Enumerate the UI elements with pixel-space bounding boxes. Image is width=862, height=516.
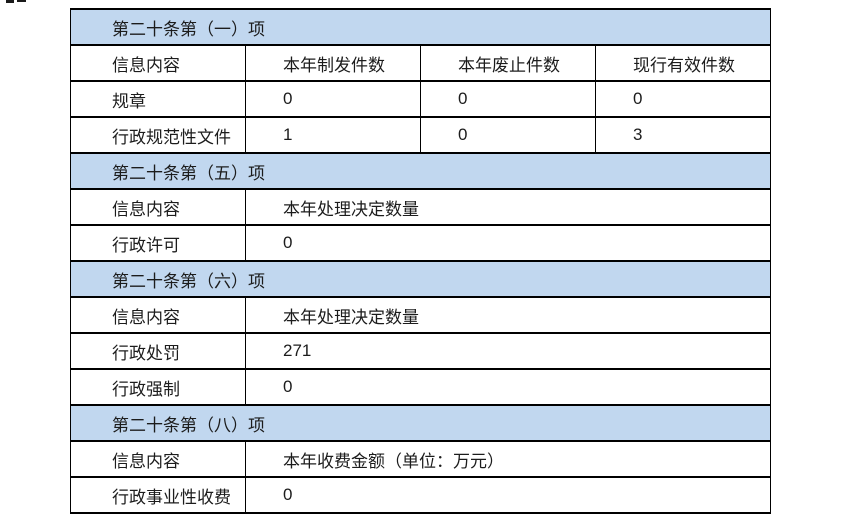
column-header-cell: 信息内容: [70, 440, 246, 478]
table-row: 行政规范性文件 1 0 3: [70, 116, 771, 154]
value-cell: 1: [245, 116, 421, 154]
column-header-cell: 本年制发件数: [245, 44, 421, 82]
table-row: 行政处罚 271: [70, 332, 771, 370]
table-row: 规章 0 0 0: [70, 80, 771, 118]
value-cell: 0: [245, 80, 421, 118]
section-header-row: 第二十条第（五）项: [70, 152, 771, 190]
table-row: 行政许可 0: [70, 224, 771, 262]
value-cell: 271: [245, 332, 771, 370]
row-label-cell: 行政许可: [70, 224, 246, 262]
table-row: 行政事业性收费 0: [70, 476, 771, 514]
row-label-cell: 行政处罚: [70, 332, 246, 370]
column-header-cell: 本年收费金额（单位：万元）: [245, 440, 771, 478]
column-header-cell: 本年处理决定数量: [245, 188, 771, 226]
value-cell: 3: [595, 116, 771, 154]
clipped-text-fragment: [5, 0, 29, 4]
value-cell: 0: [595, 80, 771, 118]
row-label-cell: 行政规范性文件: [70, 116, 246, 154]
section-title: 第二十条第（五）项: [70, 152, 771, 190]
section-header-row: 第二十条第（一）项: [70, 8, 771, 46]
table-row: 行政强制 0: [70, 368, 771, 406]
value-cell: 0: [420, 80, 596, 118]
column-header-cell: 本年废止件数: [420, 44, 596, 82]
section-title: 第二十条第（一）项: [70, 8, 771, 46]
disclosure-report-table: 第二十条第（一）项 信息内容 本年制发件数 本年废止件数 现行有效件数 规章 0…: [70, 8, 771, 514]
value-cell: 0: [245, 224, 771, 262]
column-header-row: 信息内容 本年制发件数 本年废止件数 现行有效件数: [70, 44, 771, 82]
value-cell: 0: [245, 476, 771, 514]
column-header-cell: 信息内容: [70, 44, 246, 82]
row-label-cell: 行政强制: [70, 368, 246, 406]
value-cell: 0: [245, 368, 771, 406]
column-header-row: 信息内容 本年处理决定数量: [70, 188, 771, 226]
row-label-cell: 行政事业性收费: [70, 476, 246, 514]
column-header-cell: 本年处理决定数量: [245, 296, 771, 334]
column-header-cell: 信息内容: [70, 188, 246, 226]
section-title: 第二十条第（八）项: [70, 404, 771, 442]
column-header-row: 信息内容 本年处理决定数量: [70, 296, 771, 334]
row-label-cell: 规章: [70, 80, 246, 118]
column-header-cell: 现行有效件数: [595, 44, 771, 82]
value-cell: 0: [420, 116, 596, 154]
section-title: 第二十条第（六）项: [70, 260, 771, 298]
column-header-cell: 信息内容: [70, 296, 246, 334]
section-header-row: 第二十条第（八）项: [70, 404, 771, 442]
section-header-row: 第二十条第（六）项: [70, 260, 771, 298]
column-header-row: 信息内容 本年收费金额（单位：万元）: [70, 440, 771, 478]
